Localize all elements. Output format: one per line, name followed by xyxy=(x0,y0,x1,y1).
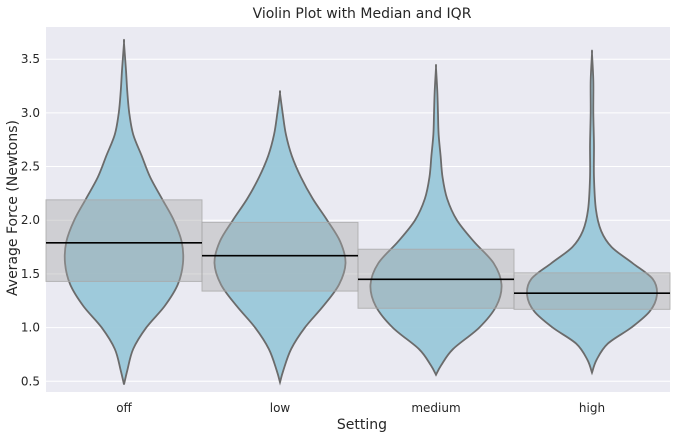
y-tick-label: 2.0 xyxy=(21,213,40,227)
y-tick-labels: 0.5 1.0 1.5 2.0 2.5 3.0 3.5 xyxy=(21,52,40,388)
y-tick-label: 1.5 xyxy=(21,267,40,281)
violin-off xyxy=(63,38,185,385)
y-axis-label: Average Force (Newtons) xyxy=(5,120,21,296)
y-tick-label: 3.0 xyxy=(21,106,40,120)
iqr-box-low xyxy=(201,221,359,292)
x-axis-label: Setting xyxy=(337,417,387,433)
x-tick-label: high xyxy=(579,401,605,415)
x-tick-label: medium xyxy=(411,401,460,415)
violin-medium xyxy=(369,63,503,377)
y-tick-label: 0.5 xyxy=(21,374,40,388)
violins xyxy=(63,38,658,386)
chart-title: Violin Plot with Median and IQR xyxy=(253,6,472,22)
y-tick-label: 2.5 xyxy=(21,160,40,174)
y-tick-label: 1.0 xyxy=(21,321,40,335)
median-lines xyxy=(46,241,670,295)
y-tick-label: 3.5 xyxy=(21,52,40,66)
iqr-box-high xyxy=(513,272,671,310)
iqr-box-off xyxy=(45,199,203,282)
x-tick-label: low xyxy=(270,401,291,415)
x-tick-label: off xyxy=(116,401,132,415)
iqr-boxes xyxy=(45,199,671,310)
x-tick-labels: off low medium high xyxy=(116,401,605,415)
violin-low xyxy=(213,90,347,386)
